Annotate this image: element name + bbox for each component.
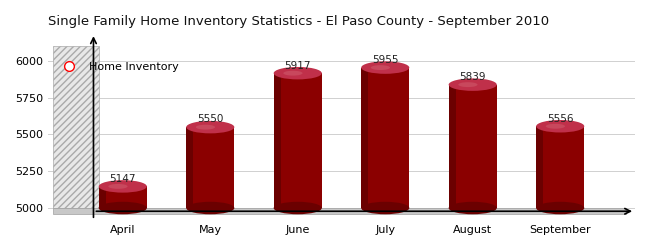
Polygon shape [536,126,543,208]
Legend: Home Inventory: Home Inventory [53,58,183,76]
Polygon shape [194,127,235,208]
Text: 5147: 5147 [110,174,136,184]
Text: 5550: 5550 [197,114,224,124]
Polygon shape [448,85,456,208]
Text: 5556: 5556 [547,114,573,124]
Polygon shape [369,68,410,208]
Text: 5917: 5917 [285,60,311,70]
Ellipse shape [99,180,147,192]
Polygon shape [274,73,281,208]
Ellipse shape [536,120,584,132]
Polygon shape [456,85,497,208]
Polygon shape [543,126,584,208]
Polygon shape [106,186,147,208]
Ellipse shape [361,61,410,74]
Ellipse shape [109,184,127,189]
Ellipse shape [274,67,322,80]
Ellipse shape [536,202,584,214]
Ellipse shape [186,202,235,214]
Text: 5839: 5839 [460,72,486,82]
Polygon shape [281,73,322,208]
Ellipse shape [448,78,497,91]
Ellipse shape [370,65,390,70]
Text: Single Family Home Inventory Statistics - El Paso County - September 2010: Single Family Home Inventory Statistics … [48,15,549,28]
Ellipse shape [283,71,302,76]
Ellipse shape [196,125,215,130]
Bar [53,208,626,214]
Polygon shape [361,68,369,208]
Ellipse shape [546,124,565,129]
Ellipse shape [458,82,478,87]
Ellipse shape [448,202,497,214]
Ellipse shape [99,202,147,214]
Polygon shape [99,186,106,208]
Ellipse shape [274,202,322,214]
Text: 5955: 5955 [372,55,398,65]
Polygon shape [186,127,194,208]
Ellipse shape [186,121,235,133]
Ellipse shape [361,202,410,214]
Bar [53,46,99,208]
